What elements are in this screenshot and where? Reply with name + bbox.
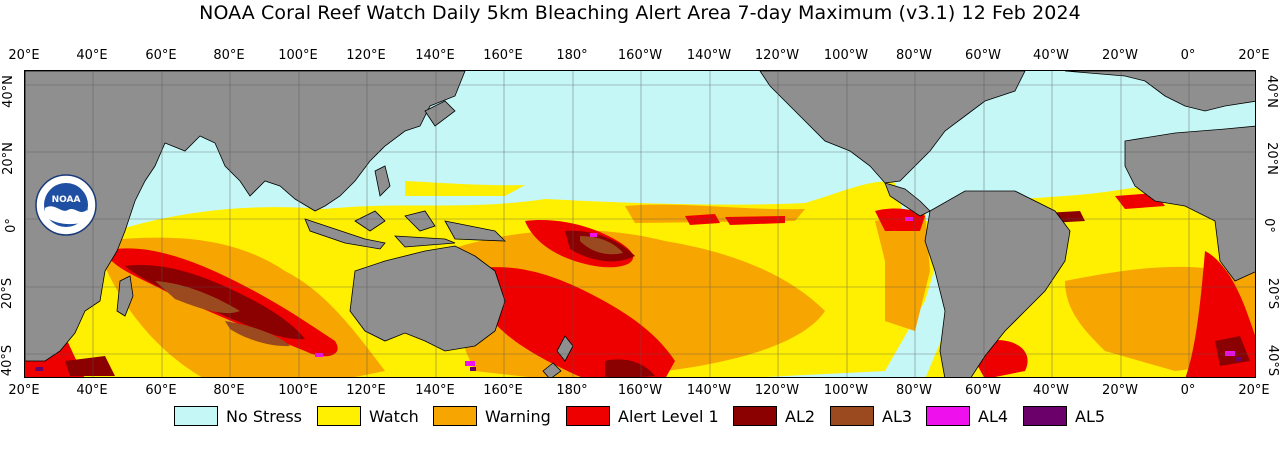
- noaa-logo-icon: NOAA: [35, 174, 97, 236]
- lat-label: 40°N: [0, 75, 16, 108]
- legend-swatch: [174, 406, 218, 426]
- legend-swatch: [433, 406, 477, 426]
- legend-label: AL5: [1075, 406, 1106, 426]
- lon-label: 20°E: [8, 383, 40, 398]
- lat-label: 20°S: [0, 277, 16, 310]
- lon-label: 160°W: [617, 48, 663, 63]
- lat-label: 20°N: [1264, 142, 1280, 175]
- legend-item-al2: AL2: [733, 405, 815, 427]
- lat-label: 0°: [3, 218, 19, 233]
- lon-label: 120°E: [346, 383, 386, 398]
- map-canvas: [25, 71, 1255, 377]
- legend-label: Watch: [369, 406, 419, 426]
- lon-label: 140°E: [415, 383, 455, 398]
- alert-level-5-areas: [35, 357, 1241, 371]
- lon-label: 100°E: [278, 383, 318, 398]
- lon-label: 120°W: [754, 383, 800, 398]
- legend-label: AL4: [978, 406, 1009, 426]
- lon-label: 160°E: [483, 48, 523, 63]
- legend-swatch: [926, 406, 970, 426]
- lon-label: 0°: [1180, 383, 1196, 398]
- legend-swatch: [566, 406, 610, 426]
- lon-label: 20°W: [1102, 48, 1138, 63]
- lat-label: 40°S: [0, 344, 16, 377]
- lon-label: 140°E: [415, 48, 455, 63]
- legend-item-al4: AL4: [926, 405, 1008, 427]
- legend-label: Warning: [485, 406, 551, 426]
- legend-label: AL2: [785, 406, 816, 426]
- lon-label: 40°W: [1033, 48, 1069, 63]
- lon-label: 120°W: [754, 48, 800, 63]
- legend-label: Alert Level 1: [618, 406, 719, 426]
- lon-label: 60°E: [145, 383, 177, 398]
- lon-label: 80°W: [896, 383, 932, 398]
- lon-label: 40°W: [1033, 383, 1069, 398]
- lon-label: 20°E: [1238, 383, 1270, 398]
- legend-item-watch: Watch: [317, 405, 419, 427]
- legend-item-no-stress: No Stress: [174, 405, 302, 427]
- lon-label: 20°E: [8, 48, 40, 63]
- lon-label: 80°E: [213, 48, 245, 63]
- lon-label: 80°W: [896, 48, 932, 63]
- lon-label: 180°: [556, 383, 588, 398]
- lat-label: 40°S: [1264, 344, 1280, 377]
- legend-item-al3: AL3: [830, 405, 912, 427]
- legend-item-alert-level-1: Alert Level 1: [566, 405, 719, 427]
- lon-label: 100°W: [823, 383, 869, 398]
- lon-label: 0°: [1180, 48, 1196, 63]
- lon-label: 20°E: [1238, 48, 1270, 63]
- lon-label: 60°W: [965, 48, 1001, 63]
- lon-label: 140°W: [686, 383, 732, 398]
- lat-label: 0°: [1261, 218, 1277, 233]
- land-masses: [25, 71, 1255, 377]
- lon-label: 60°E: [145, 48, 177, 63]
- lon-label: 40°E: [76, 383, 108, 398]
- legend-item-warning: Warning: [433, 405, 551, 427]
- legend-label: AL3: [882, 406, 913, 426]
- legend-label: No Stress: [226, 406, 303, 426]
- lon-label: 160°E: [483, 383, 523, 398]
- lon-label: 100°E: [278, 48, 318, 63]
- lon-label: 160°W: [617, 383, 663, 398]
- lat-label: 20°S: [1264, 277, 1280, 310]
- legend-swatch: [830, 406, 874, 426]
- lon-label: 80°E: [213, 383, 245, 398]
- lon-label: 20°W: [1102, 383, 1138, 398]
- lon-label: 100°W: [823, 48, 869, 63]
- noaa-logo-text: NOAA: [52, 195, 81, 205]
- lon-label: 140°W: [686, 48, 732, 63]
- bleaching-map[interactable]: [24, 70, 1256, 378]
- legend-swatch: [1023, 406, 1067, 426]
- alert-level-3-areas: [155, 236, 623, 347]
- graticule: [25, 71, 1255, 377]
- legend: No Stress Watch Warning Alert Level 1 AL…: [0, 405, 1280, 429]
- lon-label: 60°W: [965, 383, 1001, 398]
- lon-label: 40°E: [76, 48, 108, 63]
- lon-label: 120°E: [346, 48, 386, 63]
- lat-label: 40°N: [1264, 75, 1280, 108]
- lon-label: 180°: [556, 48, 588, 63]
- legend-swatch: [733, 406, 777, 426]
- lat-label: 20°N: [0, 142, 16, 175]
- legend-swatch: [317, 406, 361, 426]
- map-title: NOAA Coral Reef Watch Daily 5km Bleachin…: [199, 2, 1081, 24]
- legend-item-al5: AL5: [1023, 405, 1105, 427]
